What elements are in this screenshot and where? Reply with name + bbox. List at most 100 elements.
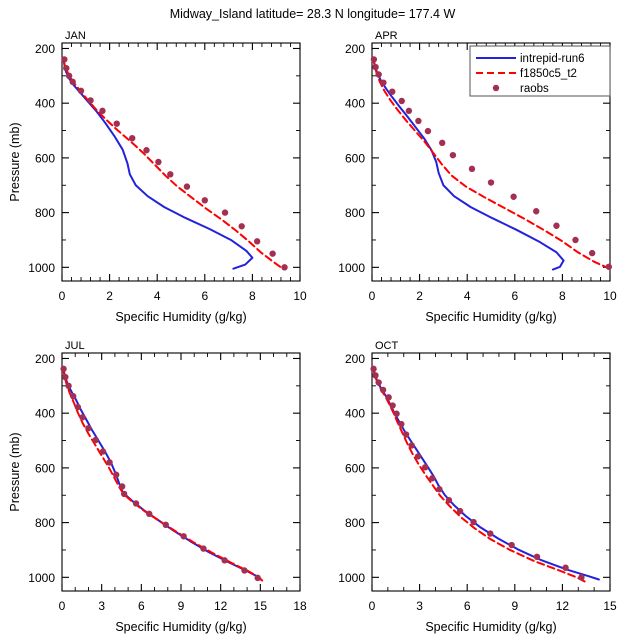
data-point (65, 382, 72, 390)
series-line-intrepid-run6 (372, 367, 600, 581)
x-tick-label: 3 (416, 599, 423, 613)
x-tick-label: 9 (178, 599, 185, 613)
data-point (553, 222, 560, 229)
y-tick-label: 800 (35, 516, 55, 530)
plot-frame (371, 352, 611, 592)
data-point (605, 263, 613, 270)
y-tick-label: 600 (345, 151, 365, 165)
x-tick-label: 15 (254, 599, 268, 613)
series-line-f1850c5-t2 (372, 57, 608, 269)
data-point (436, 486, 443, 493)
data-point (74, 403, 82, 411)
y-tick-label: 400 (345, 97, 365, 111)
series-line-f1850c5-t2 (62, 57, 282, 269)
panel-label-jul: JUL (65, 340, 85, 352)
x-tick-label: 12 (214, 599, 228, 613)
y-tick-label: 800 (345, 516, 365, 530)
x-tick-label: 12 (556, 599, 570, 613)
legend-label: intrepid-run6 (520, 53, 585, 65)
series-markers-raobs (370, 56, 613, 270)
data-point (533, 208, 540, 215)
data-point (470, 518, 477, 526)
y-tick-label: 600 (345, 461, 365, 475)
data-point (398, 97, 405, 105)
data-point (393, 410, 400, 417)
data-point (533, 553, 541, 560)
series-line-f1850c5-t2 (372, 367, 586, 583)
panel-jan: JAN 0 2 4 6 8 10 200 400 600 800 1000 Specific Humid… (8, 30, 307, 324)
data-point (449, 151, 457, 159)
data-point (372, 63, 379, 71)
series-line-intrepid-run6 (62, 367, 261, 581)
plot-frame (61, 42, 301, 282)
legend-label: raobs (520, 83, 549, 95)
data-point (65, 72, 73, 80)
panel-label-apr: APR (375, 30, 398, 42)
x-tick-label: 0 (59, 289, 66, 303)
data-point (588, 249, 596, 257)
plot-frame (371, 42, 611, 282)
x-tick-label: 0 (369, 289, 376, 303)
x-tick-label: 8 (559, 289, 566, 303)
x-tick-label: 0 (59, 599, 66, 613)
data-point (241, 567, 248, 574)
x-axis-title: Specific Humidity (g/kg) (115, 620, 246, 634)
data-point (389, 402, 396, 409)
x-tick-label: 6 (138, 599, 145, 613)
data-point (221, 557, 228, 564)
x-tick-label: 2 (416, 289, 423, 303)
y-tick-label: 200 (35, 352, 55, 366)
data-point (132, 500, 140, 507)
data-point (146, 510, 153, 518)
x-tick-label: 8 (249, 289, 256, 303)
x-tick-label: 0 (369, 599, 376, 613)
data-point (429, 475, 436, 482)
data-point (439, 139, 446, 147)
y-tick-label: 200 (345, 352, 365, 366)
y-tick-label: 1000 (28, 571, 55, 585)
x-tick-label: 18 (293, 599, 307, 613)
legend-swatch-raobs (492, 84, 500, 92)
data-point (70, 393, 77, 400)
data-point (424, 127, 432, 135)
legend-label: f1850c5_t2 (520, 68, 577, 80)
figure-title: Midway_Island latitude= 28.3 N longitude… (170, 7, 456, 21)
panel-label-oct: OCT (375, 340, 399, 352)
data-point (99, 107, 106, 115)
x-tick-label: 4 (464, 289, 471, 303)
data-point (162, 521, 169, 528)
x-axis-title: Specific Humidity (g/kg) (425, 310, 556, 324)
data-point (253, 238, 261, 245)
x-tick-label: 10 (603, 289, 617, 303)
y-tick-label: 200 (345, 42, 365, 56)
x-tick-label: 6 (201, 289, 208, 303)
data-point (118, 483, 126, 490)
data-point (113, 120, 120, 127)
data-point (370, 56, 378, 63)
x-axis-title: Specific Humidity (g/kg) (115, 310, 246, 324)
y-tick-label: 1000 (28, 261, 55, 275)
data-point (445, 496, 453, 504)
data-point (61, 56, 68, 63)
data-point (106, 459, 113, 466)
data-point (414, 453, 422, 460)
data-point (572, 236, 579, 244)
panel-oct: OCT 0 3 6 9 12 15 200 400 600 800 1000 Specific Humi… (338, 340, 617, 634)
data-point (238, 223, 245, 230)
y-tick-label: 600 (35, 151, 55, 165)
data-point (63, 64, 70, 72)
data-point (129, 135, 136, 142)
y-tick-label: 600 (35, 461, 55, 475)
data-point (200, 545, 207, 552)
y-tick-label: 1000 (338, 261, 365, 275)
data-point (421, 464, 429, 471)
data-point (375, 379, 382, 386)
data-point (69, 78, 76, 86)
data-point (375, 71, 382, 78)
y-tick-label: 400 (345, 407, 365, 421)
data-point (562, 564, 569, 571)
data-point (408, 442, 415, 449)
y-tick-label: 1000 (338, 571, 365, 585)
